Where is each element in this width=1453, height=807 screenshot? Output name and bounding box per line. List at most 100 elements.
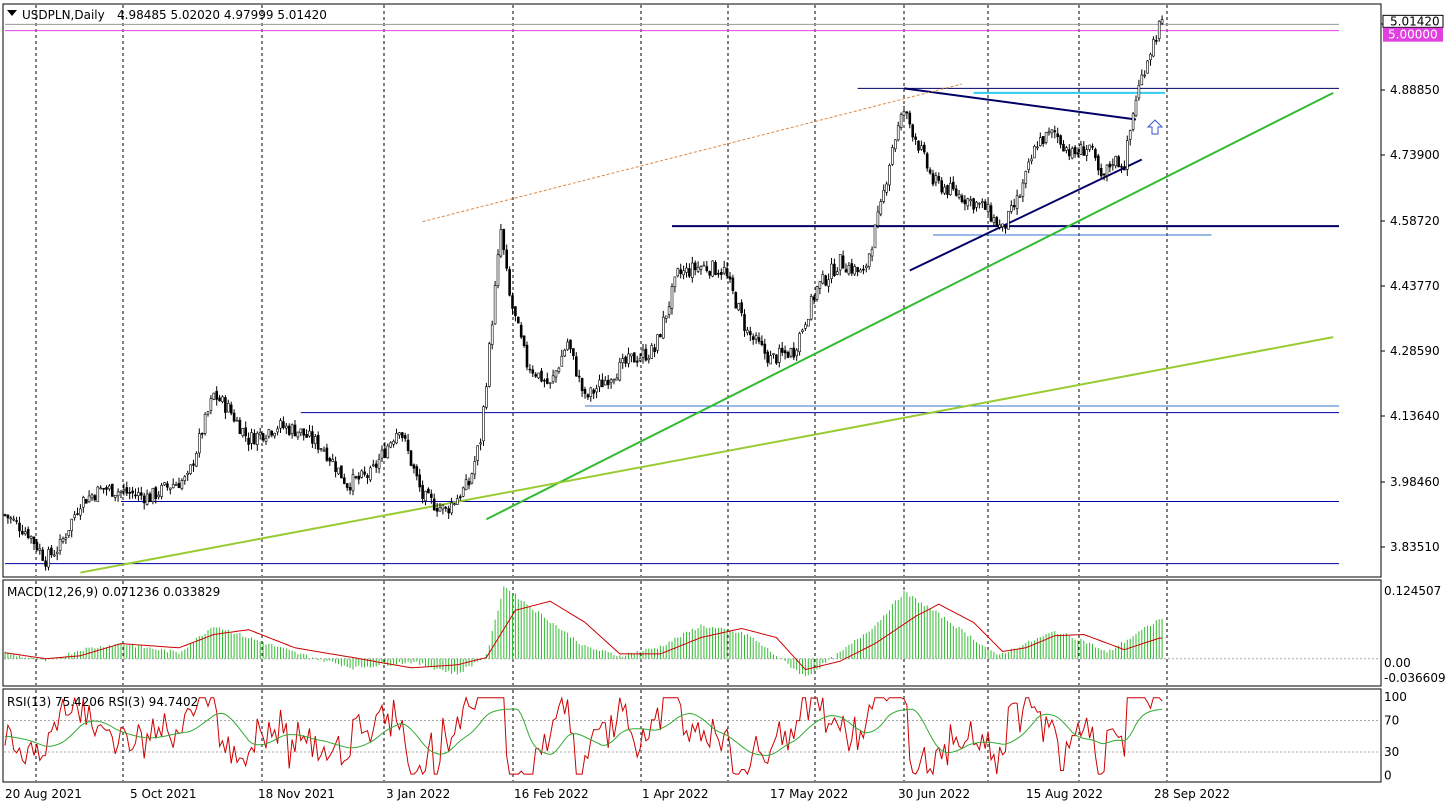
candle-body [340,465,343,479]
candle-body [334,461,337,472]
candle-body [975,201,978,208]
candle-body [296,431,300,438]
candle-body [656,334,659,351]
rsi-slow-line [4,708,1163,756]
candle-body [169,487,172,490]
candle-body [319,448,323,450]
y-tick-label: 4.43770 [1390,279,1440,293]
candle-body [55,551,59,555]
candle-body [470,473,474,484]
candle-body [284,425,288,429]
candle-body [989,205,993,222]
candle-body [682,270,685,276]
current-price-label: 5.01420 [1390,14,1440,28]
candle-body [1143,74,1146,77]
candle-body [357,475,361,480]
candle-body [966,198,970,207]
candle-body [957,193,961,198]
candle-body [331,459,335,462]
candle-body [84,499,88,504]
candle-body [670,286,674,309]
main-price-panel[interactable] [2,3,1382,578]
candle-body [722,267,726,274]
candle-body [783,350,787,354]
candle-body [696,266,700,272]
candle-body [247,437,250,445]
candle-body [914,136,917,140]
candle-body [235,419,239,422]
candle-body [940,180,944,193]
candle-body [1036,146,1039,149]
candle-body [1009,205,1013,212]
candle-body [798,333,801,353]
candle-body [998,224,1002,228]
candle-body [253,433,256,445]
candle-body [856,267,859,273]
candle-body [766,351,770,363]
candle-body [438,507,442,512]
candle-body [1056,133,1059,138]
rsi-series [4,696,1380,776]
candle-body [659,333,662,338]
candle-body [38,548,42,551]
candle-body [403,435,407,439]
candle-body [58,538,62,551]
candle-body [473,461,477,475]
candle-body [35,541,39,551]
candle-body [1065,147,1068,151]
x-tick-label: 30 Jun 2022 [898,787,970,801]
x-tick-label: 17 May 2022 [770,787,848,801]
candle-body [496,254,500,286]
candle-body [609,379,613,384]
candle-body [708,271,712,276]
candle-body [841,255,845,269]
candle-body [1137,85,1141,99]
candle-body [145,493,149,505]
trend-line [903,87,1137,121]
candle-body [870,248,874,257]
candle-body [630,353,633,357]
candle-body [453,503,456,505]
candle-body [824,275,828,286]
candle-body [1157,20,1161,39]
candle-body [177,482,181,489]
candle-body [728,276,732,280]
x-tick-label: 18 Nov 2021 [258,787,335,801]
candle-body [983,201,987,210]
candle-body [580,378,584,392]
candle-body [29,535,33,539]
dropdown-triangle-icon[interactable] [7,10,17,16]
candle-body [911,124,915,138]
candle-body [519,324,523,338]
candle-body [1117,156,1120,168]
candle-body [337,467,340,475]
candle-body [108,485,111,490]
candle-body [270,430,274,436]
candle-body [1105,164,1109,176]
candle-body [502,229,506,250]
candle-body [920,145,923,150]
candle-body [615,377,619,381]
x-tick-label: 3 Jan 2022 [386,787,450,801]
candle-body [366,475,369,478]
rsi-panel[interactable] [2,688,1382,783]
candle-body [893,139,897,150]
candle-body [717,272,720,275]
candle-body [392,440,395,445]
candle-body [427,488,430,494]
candle-body [554,370,558,378]
candle-body [537,372,540,379]
candle-body [792,347,796,358]
macd-label: MACD(12,26,9) 0.071236 0.033829 [7,585,220,599]
y-tick-label: 4.58720 [1390,214,1440,228]
candle-body [409,450,413,466]
candle-body [821,274,825,284]
candle-body [429,493,433,498]
candle-body [589,387,593,398]
candle-body [76,513,79,515]
candle-body [661,316,665,339]
candle-body [719,272,723,275]
candle-body [218,397,221,402]
candle-body [505,249,509,269]
